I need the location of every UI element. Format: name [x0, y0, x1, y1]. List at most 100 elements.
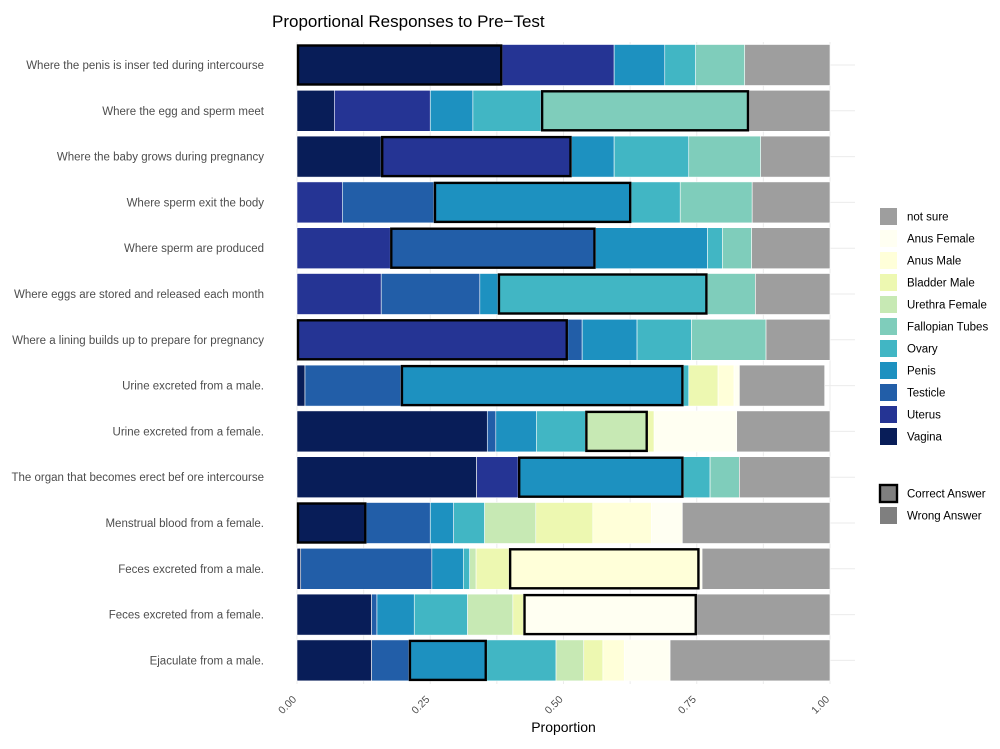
legend-key-not-sure	[880, 208, 897, 225]
bar-segment-testicle	[304, 364, 402, 407]
x-tick-label: 0.75	[676, 694, 699, 717]
category-label: The organ that becomes erect bef ore int…	[11, 472, 264, 484]
category-label: Feces excreted from a male.	[118, 564, 264, 576]
bar-segment-testicle	[300, 547, 433, 590]
legend-label: Bladder Male	[907, 278, 975, 290]
bar-segment-vagina	[296, 502, 367, 544]
correct-answer-outline	[585, 410, 648, 453]
x-axis-title: Proportion	[531, 719, 596, 735]
correct-answer-outline	[296, 44, 503, 86]
bar-segment-ovary	[536, 410, 586, 453]
bar-segment-vagina	[296, 593, 372, 636]
bar-segment-ovary	[683, 456, 711, 499]
category-label: Urine excreted from a female.	[113, 426, 264, 438]
bar-segment-anus-female	[623, 639, 671, 682]
correct-answer-outline	[523, 593, 697, 636]
correct-answer-outline	[296, 502, 367, 544]
bar-segment-not-sure	[736, 410, 831, 453]
bar-segment-anus-female	[651, 502, 683, 544]
category-label: Menstrual blood from a female.	[105, 518, 264, 530]
category-label: Urine excreted from a male.	[122, 381, 264, 393]
legend-key-uterus	[880, 406, 897, 423]
legend-key-anus-male	[880, 252, 897, 269]
legend-key-vagina	[880, 428, 897, 445]
bar-segment-not-sure	[751, 227, 831, 269]
correct-answer-outline	[540, 90, 750, 132]
bar-segment-vagina	[296, 410, 488, 453]
bar-segment-urethra-female	[555, 639, 585, 682]
bar-segment-not-sure	[765, 318, 831, 361]
bar-segment-vagina	[296, 547, 302, 590]
correct-answer-outline	[497, 273, 708, 315]
bar-segment-ovary	[413, 593, 468, 636]
bar-segment-penis	[479, 273, 499, 315]
bar-segment-vagina	[296, 135, 382, 178]
bar-segment-penis	[517, 456, 684, 499]
category-label: Feces excreted from a female.	[109, 610, 264, 622]
bar-segment-fallopian-tubes	[691, 318, 767, 361]
bar-segment-bladder-male	[688, 364, 719, 407]
bar-segment-penis	[613, 44, 666, 86]
bar-segment-anus-male	[508, 547, 700, 590]
bar-segment-bladder-male	[647, 410, 655, 453]
legend-label: Ovary	[907, 344, 938, 356]
bar-segment-penis	[495, 410, 537, 453]
bar-segment-testicle	[365, 502, 431, 544]
category-label: Ejaculate from a male.	[150, 655, 264, 667]
x-tick-label: 1.00	[809, 694, 832, 717]
bar-segment-not-sure	[696, 593, 831, 636]
x-tick-label: 0.25	[409, 694, 432, 717]
legend-key-penis	[880, 362, 897, 379]
bar-segment-penis	[581, 318, 638, 361]
chart-title: Proportional Responses to Pre−Test	[272, 12, 545, 31]
bars	[296, 44, 831, 682]
bar-segment-penis	[376, 593, 415, 636]
bar-segment-uterus	[476, 456, 519, 499]
bar-segment-testicle	[380, 273, 481, 315]
correct-answer-outline	[296, 319, 568, 361]
bar-segment-not-sure	[755, 273, 831, 315]
bar-segment-testicle	[486, 410, 497, 453]
bar-segment-vagina	[296, 456, 477, 499]
bar-segment-urethra-female	[467, 593, 514, 636]
bar-segment-anus-male	[602, 639, 625, 682]
correct-answer-outline	[433, 181, 632, 224]
bar-segment-vagina	[296, 639, 372, 682]
bar-segment-not-sure	[748, 90, 831, 132]
bar-segment-testicle	[371, 593, 378, 636]
bar-segment-vagina	[296, 90, 335, 132]
bar-segment-ovary	[486, 639, 557, 682]
bar-segment-penis	[433, 181, 632, 224]
legend-label: Testicle	[907, 388, 945, 400]
correct-answer-outline	[400, 364, 684, 407]
category-label: Where sperm exit the body	[127, 197, 265, 209]
bar-segment-testicle	[567, 318, 583, 361]
bar-segment-uterus	[334, 90, 431, 132]
bar-segment-testicle	[371, 639, 410, 682]
bar-segment-ovary	[472, 90, 542, 132]
legend-key-anus-female	[880, 230, 897, 247]
bar-segment-fallopian-tubes	[695, 44, 746, 86]
category-label: Where the egg and sperm meet	[102, 106, 265, 118]
category-label: Where sperm are produced	[124, 243, 264, 255]
bar-segment-ovary	[664, 44, 696, 86]
legend-label: Wrong Answer	[907, 511, 982, 523]
bar-segment-penis	[571, 135, 615, 178]
category-label: Where a lining builds up to prepare for …	[12, 335, 264, 347]
bar-segment-vagina	[296, 44, 503, 86]
legend-label: Anus Male	[907, 256, 961, 268]
legend-key-ovary	[880, 340, 897, 357]
bar-segment-fallopian-tubes	[679, 181, 753, 224]
bar-segment-ovary	[453, 502, 485, 544]
bar-segment-not-sure	[739, 456, 831, 499]
category-label: Where eggs are stored and released each …	[14, 289, 264, 301]
correct-answer-outline	[508, 548, 700, 590]
bar-segment-testicle	[342, 181, 435, 224]
bar-segment-uterus	[296, 273, 382, 315]
bar-segment-ovary	[636, 318, 692, 361]
legend-key-urethra-female	[880, 296, 897, 313]
bar-segment-penis	[431, 547, 464, 590]
legend-label: Correct Answer	[907, 489, 986, 501]
bar-segment-ovary	[462, 547, 470, 590]
